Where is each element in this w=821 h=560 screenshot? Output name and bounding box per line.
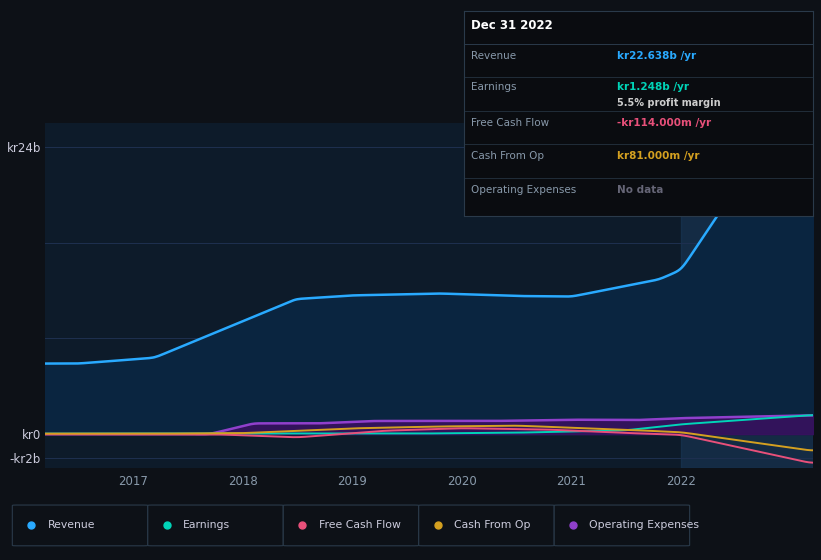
Text: Revenue: Revenue <box>48 520 95 530</box>
Text: 5.5% profit margin: 5.5% profit margin <box>617 98 721 108</box>
FancyBboxPatch shape <box>419 505 554 546</box>
Text: Free Cash Flow: Free Cash Flow <box>319 520 401 530</box>
FancyBboxPatch shape <box>148 505 283 546</box>
Text: -kr114.000m /yr: -kr114.000m /yr <box>617 118 712 128</box>
Text: Revenue: Revenue <box>471 50 516 60</box>
Text: Free Cash Flow: Free Cash Flow <box>471 118 549 128</box>
FancyBboxPatch shape <box>283 505 419 546</box>
Text: Operating Expenses: Operating Expenses <box>471 185 576 195</box>
Text: No data: No data <box>617 185 663 195</box>
Text: Operating Expenses: Operating Expenses <box>589 520 699 530</box>
Text: Dec 31 2022: Dec 31 2022 <box>471 20 553 32</box>
FancyBboxPatch shape <box>554 505 690 546</box>
Text: Earnings: Earnings <box>471 82 516 91</box>
Text: kr22.638b /yr: kr22.638b /yr <box>617 50 696 60</box>
Text: Cash From Op: Cash From Op <box>471 151 544 161</box>
Text: Earnings: Earnings <box>183 520 230 530</box>
Text: kr1.248b /yr: kr1.248b /yr <box>617 82 690 91</box>
Text: Cash From Op: Cash From Op <box>454 520 530 530</box>
Text: kr81.000m /yr: kr81.000m /yr <box>617 151 699 161</box>
Bar <box>681 123 813 468</box>
FancyBboxPatch shape <box>12 505 148 546</box>
